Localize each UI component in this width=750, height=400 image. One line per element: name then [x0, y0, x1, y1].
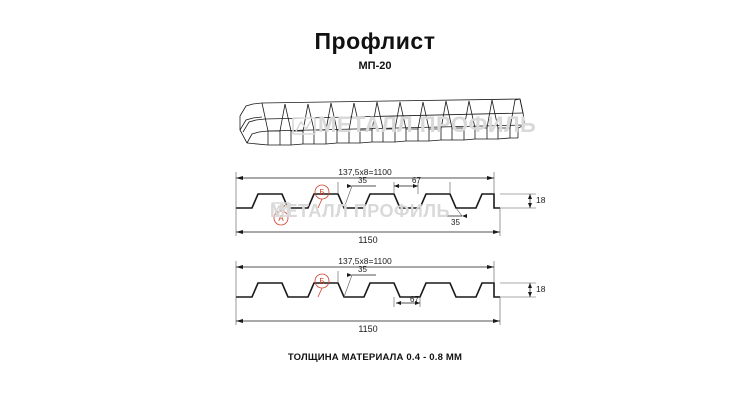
- top-bottom-dim: 1150: [358, 235, 377, 245]
- page-title: Профлист: [314, 28, 436, 54]
- section-top: [235, 172, 536, 236]
- perspective-sheet: [239, 98, 526, 146]
- top-rib-top-dim: 67: [412, 176, 421, 185]
- bottom-rib-bottom-dim: 67: [410, 295, 419, 304]
- bottom-height-dim: 18: [536, 284, 546, 294]
- top-rib-right-dim: 35: [451, 218, 460, 227]
- top-height-dim: 18: [536, 195, 546, 205]
- watermark-logo-icon: [271, 117, 316, 217]
- bottom-bottom-dim: 1150: [358, 324, 377, 334]
- top-callout-a: А: [278, 214, 284, 223]
- bottom-overall-dim: 137,5x8=1100: [338, 256, 392, 266]
- top-callout-b: Б: [319, 188, 324, 197]
- page-subtitle: МП-20: [358, 60, 392, 72]
- top-overall-dim: 137,5x8=1100: [338, 167, 392, 177]
- section-bottom: [235, 261, 536, 325]
- bottom-callout-b: Б: [319, 277, 324, 286]
- material-thickness-note: ТОЛЩИНА МАТЕРИАЛА 0.4 - 0.8 ММ: [287, 352, 463, 363]
- bottom-rib-left-dim: 35: [358, 265, 367, 274]
- top-rib-left-dim: 35: [358, 176, 367, 185]
